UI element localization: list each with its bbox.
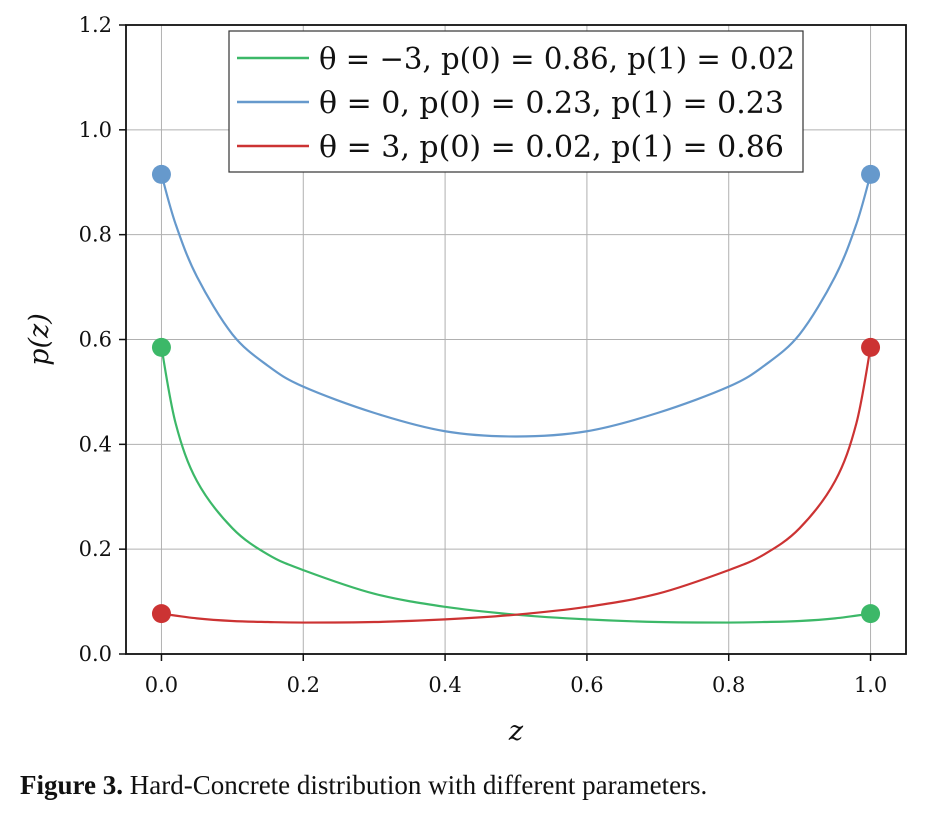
legend-label: θ = 0, p(0) = 0.23, p(1) = 0.23 xyxy=(319,86,784,121)
y-tick-label: 0.2 xyxy=(79,537,112,561)
x-tick-label: 0.2 xyxy=(287,673,320,697)
endpoint-marker-z0-2 xyxy=(151,604,171,624)
series-line-2 xyxy=(161,347,872,624)
endpoint-marker-z1-0 xyxy=(861,604,881,624)
legend: θ = −3, p(0) = 0.86, p(1) = 0.02 θ = 0, p… xyxy=(228,30,804,173)
legend-label: θ = 3, p(0) = 0.02, p(1) = 0.86 xyxy=(319,130,784,165)
legend-box xyxy=(228,30,804,173)
series-line-1 xyxy=(160,174,872,438)
ticks: 0.0 0.2 0.4 0.6 0.8 1.0 0.0 0.2 0.4 0.6 0.8 1.0 1.2 xyxy=(79,13,888,697)
series-line-0 xyxy=(160,347,871,624)
y-axis-title: p(z) xyxy=(24,313,55,366)
x-tick-label: 0.8 xyxy=(712,673,745,697)
x-tick-label: 0.0 xyxy=(145,673,178,697)
y-tick-label: 1.0 xyxy=(79,118,112,142)
x-tick-label: 0.6 xyxy=(570,673,603,697)
series-layer xyxy=(151,164,881,624)
y-tick-label: 1.2 xyxy=(79,13,112,37)
y-tick-label: 0.6 xyxy=(79,328,112,352)
x-tick-label: 1.0 xyxy=(854,673,887,697)
endpoint-marker-z1-2 xyxy=(861,337,881,357)
endpoint-marker-z1-1 xyxy=(861,164,881,184)
y-tick-label: 0.4 xyxy=(79,432,112,456)
y-tick-label: 0.0 xyxy=(79,642,112,666)
caption-text: Hard-Concrete distribution with differen… xyxy=(123,770,708,800)
figure-caption: Figure 3. Hard-Concrete distribution wit… xyxy=(20,770,930,801)
y-tick-label: 0.8 xyxy=(79,223,112,247)
endpoint-marker-z0-1 xyxy=(151,164,171,184)
x-tick-label: 0.4 xyxy=(428,673,461,697)
x-axis-title: z xyxy=(508,716,524,747)
endpoint-marker-z0-0 xyxy=(151,337,171,357)
caption-label: Figure 3. xyxy=(20,770,123,800)
legend-label: θ = −3, p(0) = 0.86, p(1) = 0.02 xyxy=(319,42,795,77)
chart: 0.0 0.2 0.4 0.6 0.8 1.00.00.20.40.60.81.01.2 … xyxy=(24,13,907,747)
